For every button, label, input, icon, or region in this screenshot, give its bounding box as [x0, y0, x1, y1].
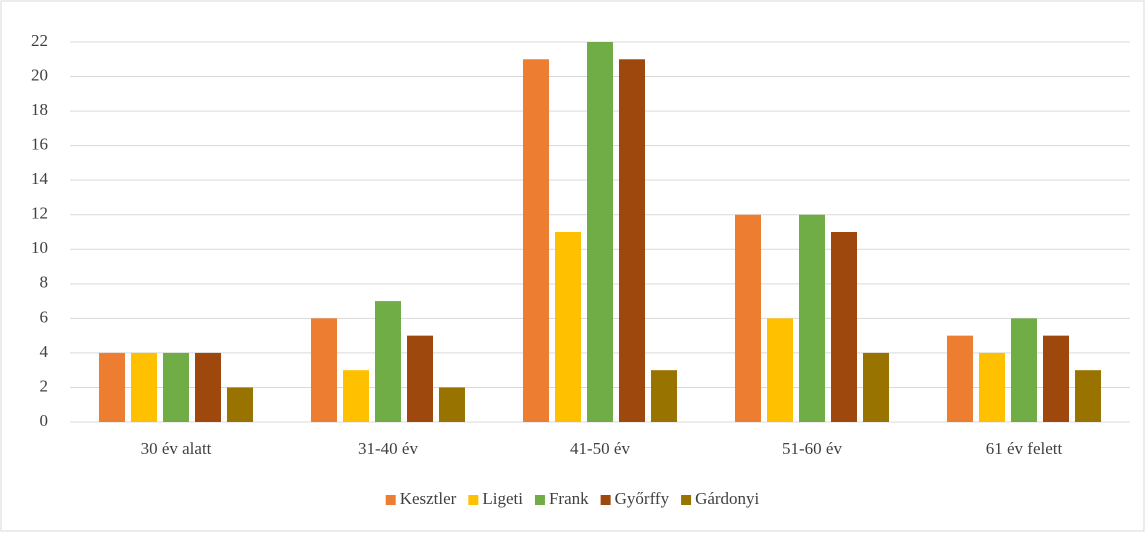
bar	[195, 352, 221, 422]
legend-label: Gárdonyi	[695, 489, 759, 508]
legend-swatch	[681, 495, 692, 505]
bar	[523, 59, 549, 422]
bar	[831, 232, 857, 422]
bar	[343, 370, 369, 422]
legend-label: Ligeti	[482, 489, 523, 508]
y-tick-label: 10	[31, 238, 48, 257]
legend-swatch	[468, 495, 479, 505]
y-tick-label: 16	[31, 135, 48, 154]
bar	[439, 387, 465, 422]
x-tick-label: 31-40 év	[358, 439, 418, 458]
y-tick-label: 4	[40, 342, 49, 361]
legend-label: Kesztler	[400, 489, 457, 508]
bar	[947, 335, 973, 422]
x-tick-label: 51-60 év	[782, 439, 842, 458]
bar	[163, 352, 189, 422]
bar	[619, 59, 645, 422]
y-tick-label: 8	[40, 273, 49, 292]
legend-label: Győrffy	[615, 489, 670, 508]
x-tick-label: 61 év felett	[986, 439, 1063, 458]
y-tick-label: 0	[40, 411, 49, 430]
y-tick-label: 22	[31, 31, 48, 50]
bar	[767, 318, 793, 422]
bar	[555, 232, 581, 422]
legend-swatch	[385, 495, 396, 505]
bar	[587, 42, 613, 422]
y-tick-label: 20	[31, 65, 48, 84]
y-tick-label: 6	[40, 307, 49, 326]
y-tick-label: 2	[40, 376, 49, 395]
bar	[99, 352, 125, 422]
bar	[799, 214, 825, 422]
x-tick-label: 30 év alatt	[141, 439, 212, 458]
bar	[651, 370, 677, 422]
legend-swatch	[534, 495, 545, 505]
bar	[407, 335, 433, 422]
y-tick-label: 18	[31, 100, 48, 119]
bar	[863, 352, 889, 422]
bar	[979, 352, 1005, 422]
x-tick-label: 41-50 év	[570, 439, 630, 458]
y-tick-label: 14	[31, 169, 49, 188]
bar	[735, 214, 761, 422]
legend-label: Frank	[549, 489, 589, 508]
y-tick-label: 12	[31, 204, 48, 223]
bar	[227, 387, 253, 422]
bar	[1011, 318, 1037, 422]
bar	[1075, 370, 1101, 422]
bar	[131, 352, 157, 422]
legend-swatch	[600, 495, 611, 505]
bar	[1043, 335, 1069, 422]
bar	[375, 301, 401, 422]
bar	[311, 318, 337, 422]
